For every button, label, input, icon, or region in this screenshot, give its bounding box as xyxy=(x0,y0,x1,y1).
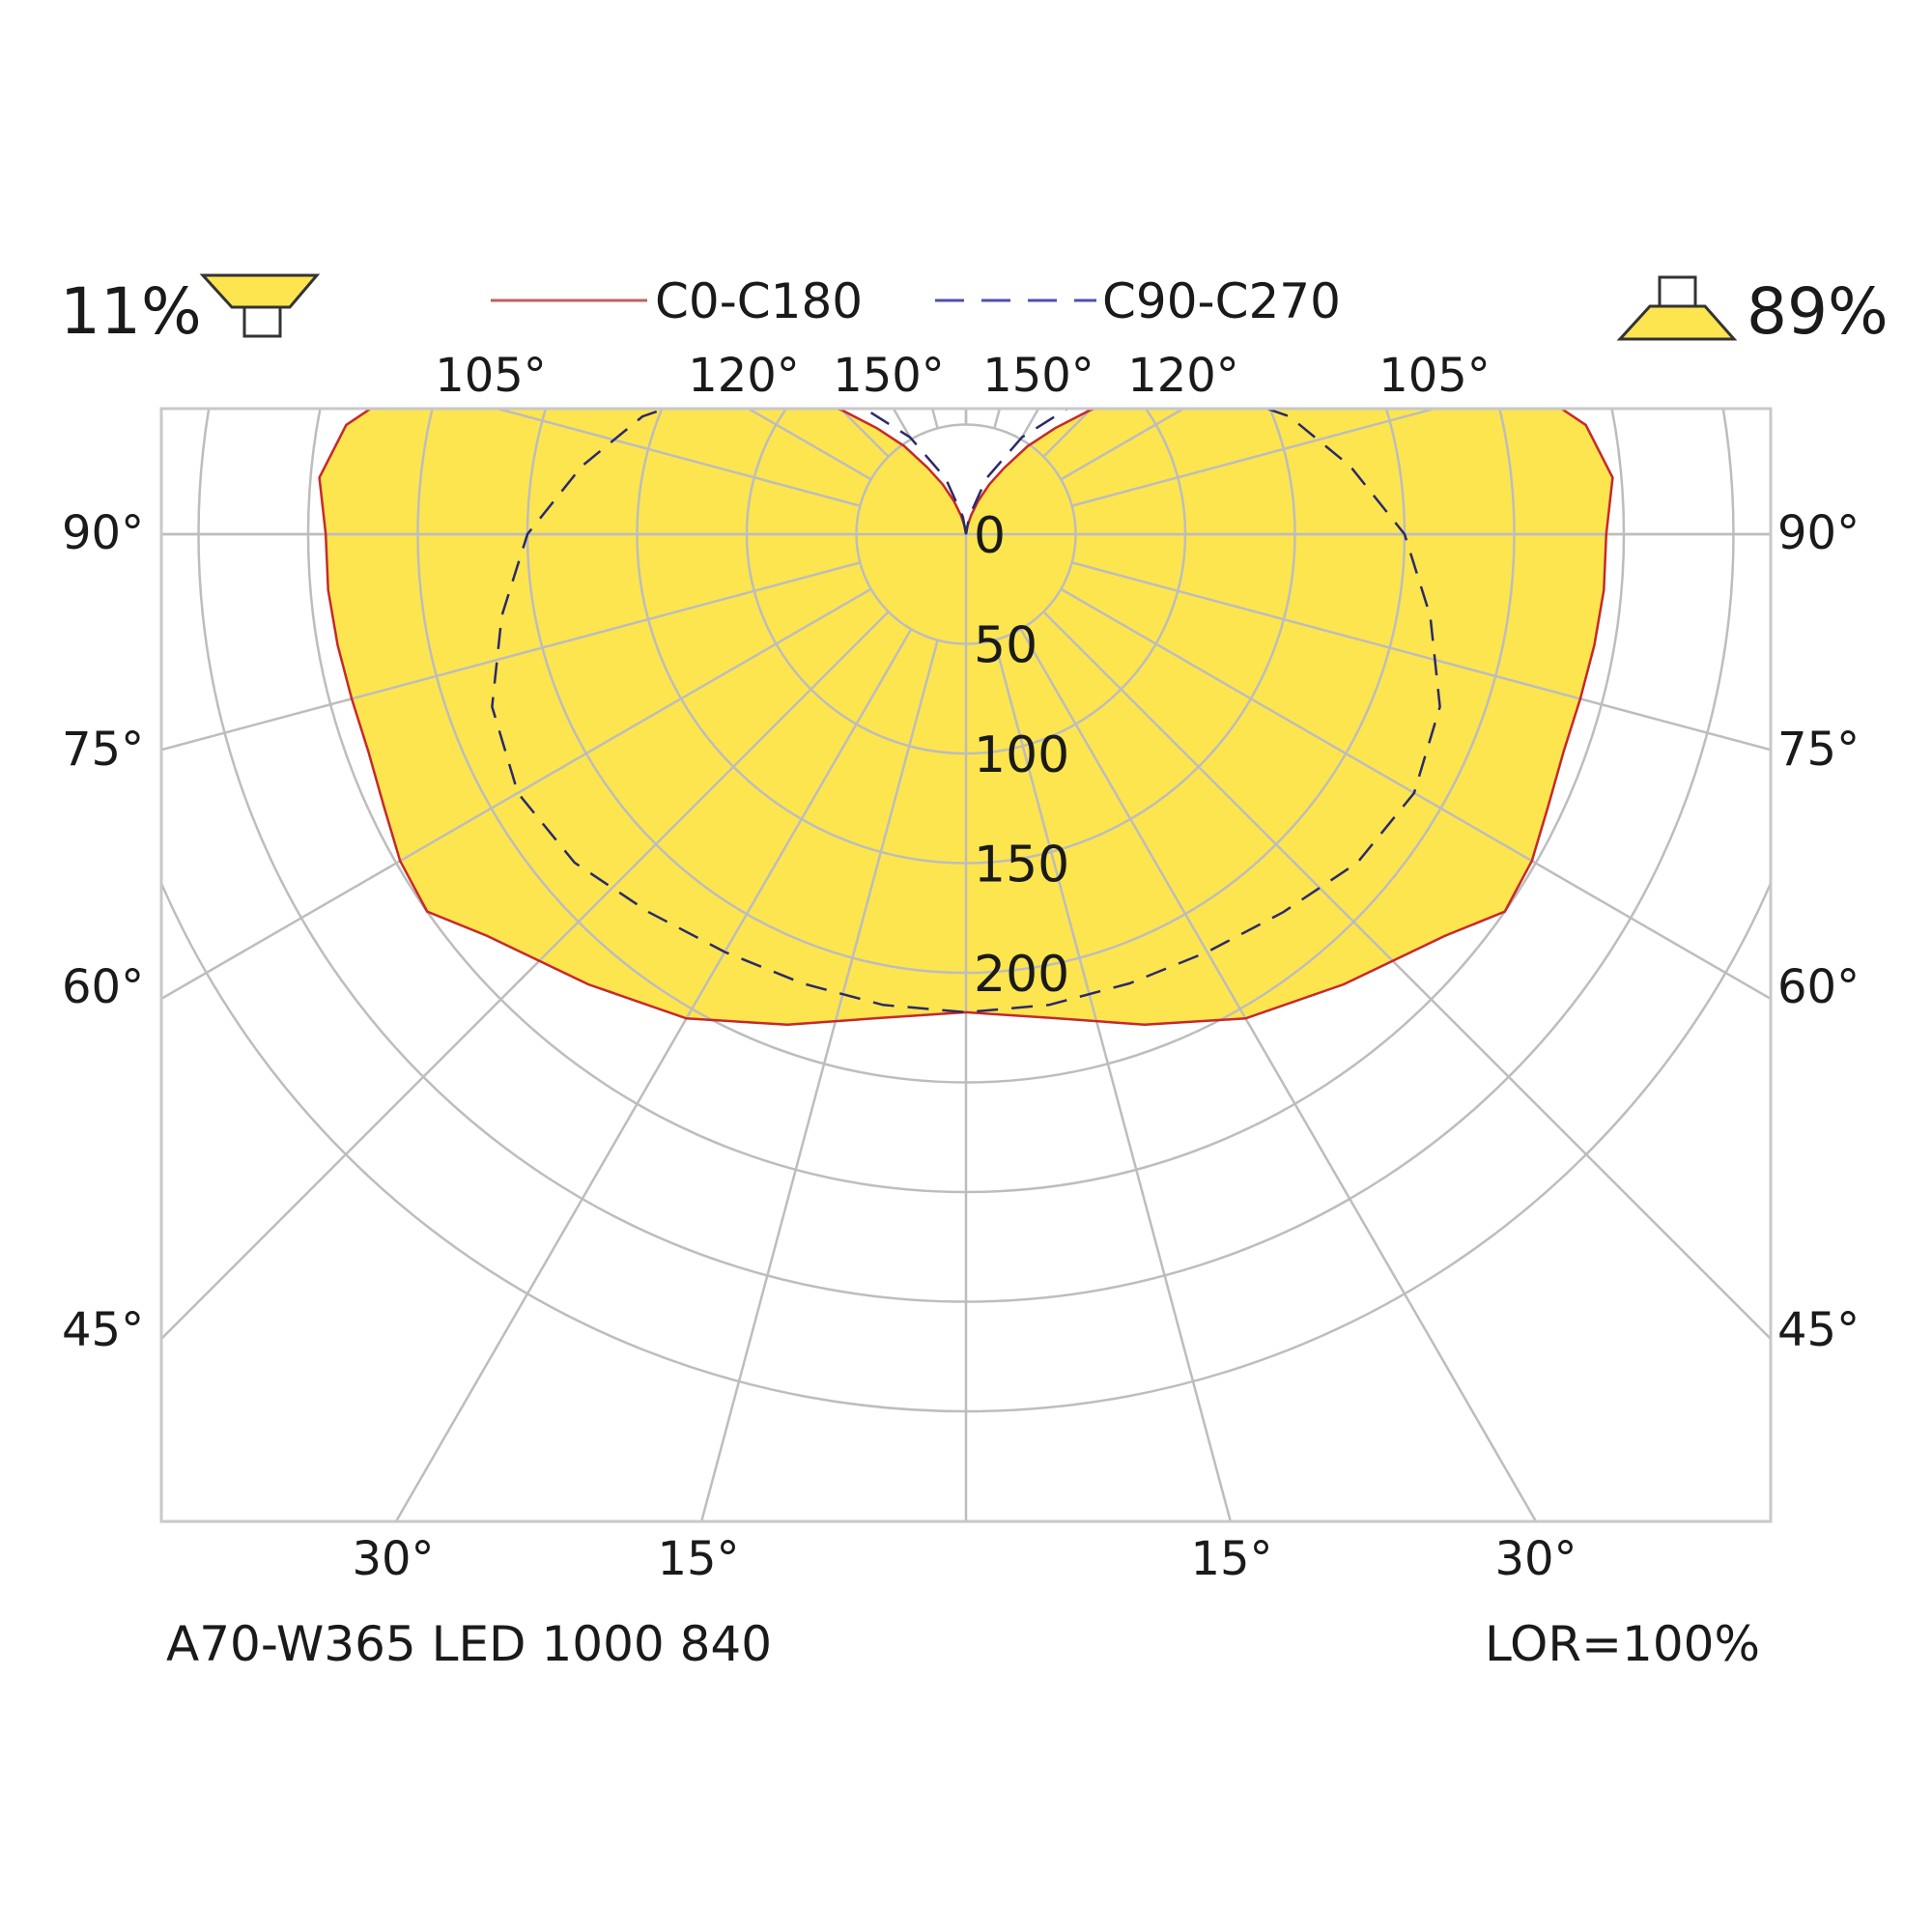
legend-c90-label: C90-C270 xyxy=(1102,273,1341,329)
angle-label-right: 60° xyxy=(1777,960,1860,1014)
angle-label-top: 150° xyxy=(833,349,945,403)
lor-value: LOR=100% xyxy=(1485,1616,1760,1672)
radial-tick-label: 0 xyxy=(974,507,1006,565)
grid-spoke xyxy=(993,639,1233,1521)
angle-label-top: 120° xyxy=(1127,349,1239,403)
grid-spoke xyxy=(1071,561,1771,752)
angle-label-bottom: 15° xyxy=(1190,1532,1272,1586)
angle-label-left: 60° xyxy=(62,960,144,1014)
radial-tick-label: 50 xyxy=(974,617,1037,675)
angle-labels: 105° 120° 150° 150° 120° 105° 90° 75° 60° 45° 90° 7… xyxy=(62,349,1860,1586)
angle-label-left: 75° xyxy=(62,723,144,777)
grid-spoke xyxy=(161,587,872,1001)
downward-percent: 11% xyxy=(60,274,202,349)
angle-label-right: 90° xyxy=(1777,506,1860,560)
angle-label-bottom: 30° xyxy=(352,1532,434,1586)
grid-spoke xyxy=(493,409,861,507)
angle-label-left: 45° xyxy=(62,1303,144,1357)
radial-tick-labels: 0 50 100 150 200 xyxy=(974,507,1069,1004)
grid-spoke xyxy=(1060,587,1771,1001)
upward-light-cone-icon xyxy=(1616,275,1738,341)
legend-c0-label: C0-C180 xyxy=(655,273,863,329)
angle-label-left: 90° xyxy=(62,506,144,560)
radial-tick-label: 150 xyxy=(974,837,1069,895)
grid-spoke xyxy=(1071,409,1439,507)
c0-c180-line xyxy=(318,409,1614,1026)
angle-label-bottom: 15° xyxy=(657,1532,739,1586)
grid-spoke xyxy=(1019,409,1040,440)
grid-spoke xyxy=(161,561,861,752)
angle-label-top: 150° xyxy=(982,349,1094,403)
series-lines xyxy=(318,409,1614,1026)
product-name: A70-W365 LED 1000 840 xyxy=(166,1616,772,1672)
radial-tick-label: 200 xyxy=(974,946,1069,1004)
grid-spoke xyxy=(161,611,890,1341)
grid-spoke xyxy=(394,628,913,1521)
grid-spoke xyxy=(699,639,939,1521)
upward-percent: 89% xyxy=(1747,274,1889,349)
radial-tick-label: 100 xyxy=(974,726,1069,784)
downward-light-cone-icon xyxy=(199,273,321,338)
grid-spoke xyxy=(892,409,913,440)
plot-frame xyxy=(159,407,1773,1523)
angle-label-top: 120° xyxy=(688,349,800,403)
angle-label-top: 105° xyxy=(1378,349,1491,403)
grid-spoke xyxy=(1042,611,1771,1341)
angle-label-bottom: 30° xyxy=(1494,1532,1577,1586)
angle-label-right: 75° xyxy=(1777,723,1860,777)
grid-spoke xyxy=(1019,628,1538,1521)
angle-label-top: 105° xyxy=(435,349,547,403)
angle-label-right: 45° xyxy=(1777,1303,1860,1357)
